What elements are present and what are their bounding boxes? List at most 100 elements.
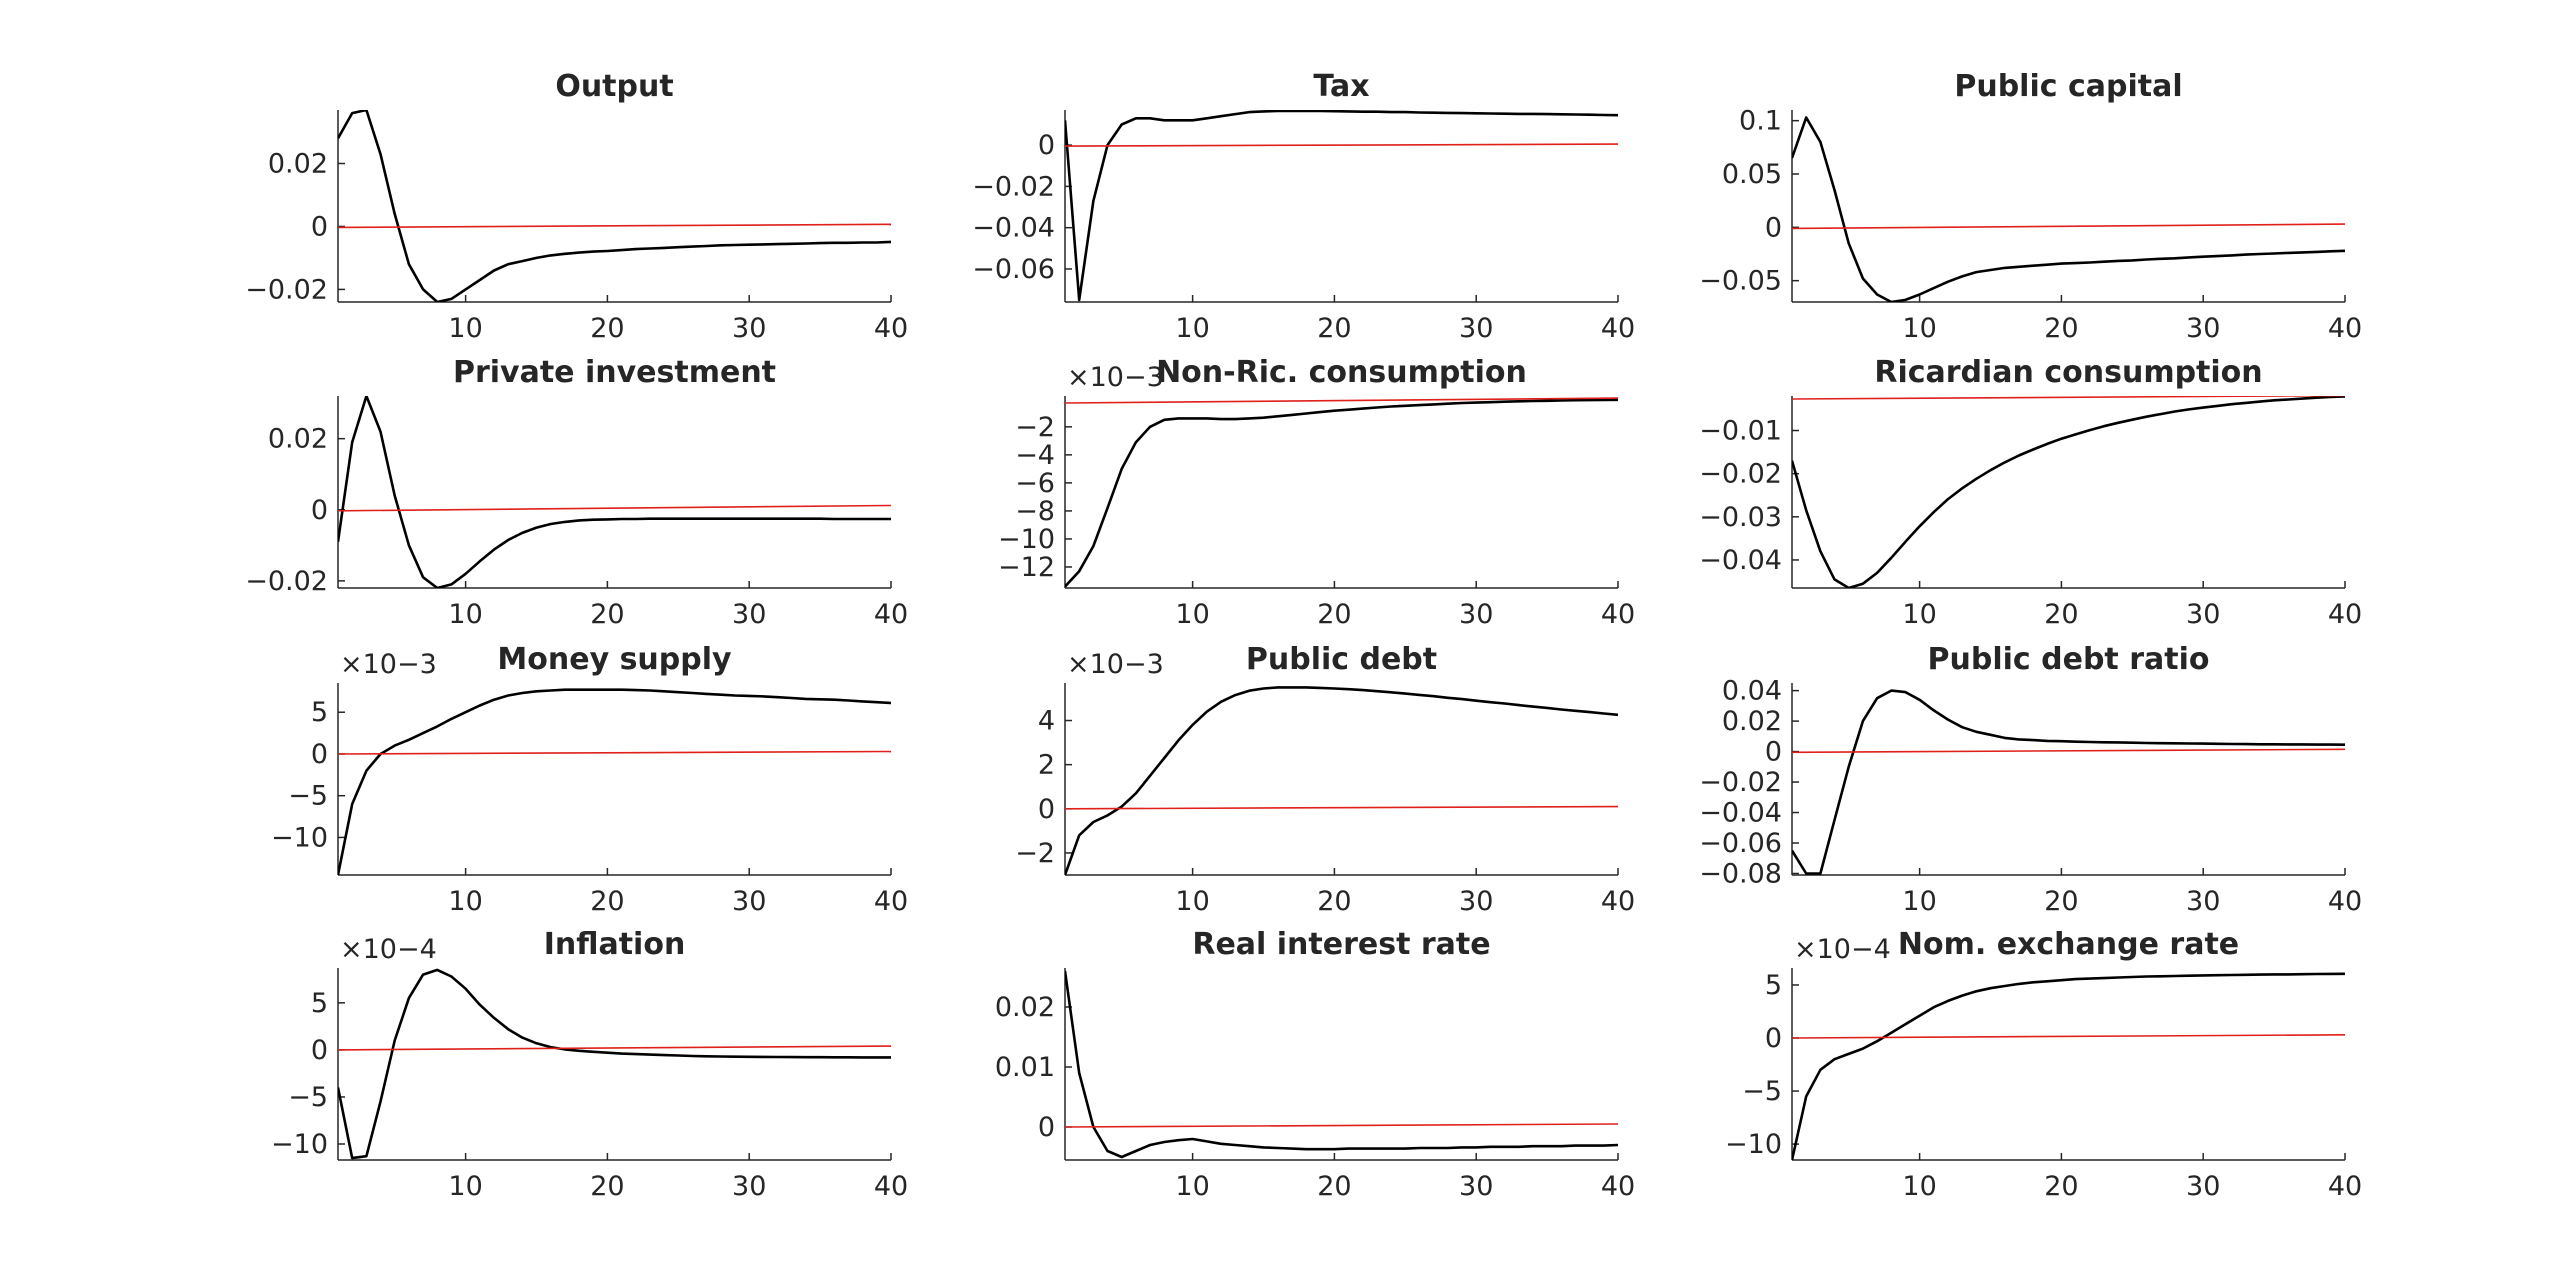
y-tick-label: −5 bbox=[288, 781, 328, 812]
y-tick-label: 0 bbox=[1765, 1023, 1782, 1054]
subplot-real-interest-rate: Real interest rate 10 20 30 40 0 0.01 0.02 bbox=[995, 927, 1635, 1202]
x-tick-label: 10 bbox=[1175, 599, 1209, 630]
y-tick-label: −10 bbox=[271, 1129, 328, 1160]
y-tick-label: −0.04 bbox=[1699, 545, 1782, 576]
x-tick-label: 40 bbox=[1601, 599, 1635, 630]
series-line-response bbox=[1065, 398, 1618, 588]
subplot-nom-exchange-rate: Nom. exchange rate×10−4 10 20 30 40 −10 −5 0 5 bbox=[1725, 927, 2362, 1202]
x-tick-label: 20 bbox=[1317, 886, 1351, 917]
y-tick-label: −0.02 bbox=[972, 171, 1055, 202]
x-tick-label: 10 bbox=[1175, 313, 1209, 344]
y-tick-label: −5 bbox=[288, 1082, 328, 1113]
subplot-private-investment: Private investment 10 20 30 40 −0.02 0 0.02 bbox=[245, 355, 908, 630]
x-tick-label: 30 bbox=[2186, 886, 2220, 917]
y-tick-label: 5 bbox=[311, 988, 328, 1019]
series-line-baseline bbox=[1792, 1034, 2345, 1039]
plot-title: Money supply bbox=[497, 642, 732, 677]
x-tick-label: 20 bbox=[590, 1171, 624, 1202]
x-tick-label: 10 bbox=[1902, 1171, 1936, 1202]
y-tick-label: 2 bbox=[1038, 750, 1055, 781]
x-tick-label: 20 bbox=[590, 599, 624, 630]
x-tick-label: 20 bbox=[2044, 599, 2078, 630]
y-tick-label: −8 bbox=[1015, 496, 1055, 527]
plot-title: Nom. exchange rate bbox=[1898, 927, 2239, 962]
x-tick-label: 20 bbox=[1317, 599, 1351, 630]
series-line-response bbox=[338, 396, 891, 588]
x-tick-label: 30 bbox=[1459, 886, 1493, 917]
y-tick-label: 0 bbox=[311, 495, 328, 526]
x-tick-label: 20 bbox=[1317, 313, 1351, 344]
y-tick-label: −10 bbox=[1725, 1129, 1782, 1160]
plot-title: Tax bbox=[1313, 69, 1369, 104]
plot-title: Inflation bbox=[544, 927, 686, 962]
x-tick-label: 10 bbox=[1902, 886, 1936, 917]
axis-exponent-label: ×10−3 bbox=[340, 649, 437, 680]
x-tick-label: 30 bbox=[2186, 599, 2220, 630]
y-tick-label: −0.06 bbox=[1699, 828, 1782, 859]
x-tick-label: 40 bbox=[874, 313, 908, 344]
y-tick-label: −6 bbox=[1015, 468, 1055, 499]
series-line-response bbox=[338, 688, 891, 875]
axis-exponent-label: ×10−4 bbox=[340, 934, 437, 965]
series-line-response bbox=[1065, 110, 1618, 302]
series-line-baseline bbox=[1792, 396, 2345, 400]
y-tick-label: −0.02 bbox=[1699, 767, 1782, 798]
x-tick-label: 30 bbox=[732, 886, 766, 917]
y-tick-label: −0.04 bbox=[972, 213, 1055, 244]
x-tick-label: 40 bbox=[1601, 313, 1635, 344]
y-tick-label: −0.08 bbox=[1699, 858, 1782, 889]
plot-title: Public capital bbox=[1954, 69, 2182, 104]
series-line-baseline bbox=[338, 504, 891, 512]
y-tick-label: 0 bbox=[311, 739, 328, 770]
subplot-money-supply: Money supply ×10−3 10 20 30 40 −10 −5 0 5 bbox=[271, 642, 908, 917]
x-tick-label: 20 bbox=[2044, 886, 2078, 917]
plot-title: Non-Ric. consumption bbox=[1156, 355, 1527, 390]
x-tick-label: 30 bbox=[732, 1171, 766, 1202]
x-tick-label: 30 bbox=[1459, 313, 1493, 344]
x-tick-label: 30 bbox=[2186, 313, 2220, 344]
plot-title: Output bbox=[555, 69, 673, 104]
x-tick-label: 20 bbox=[1317, 1171, 1351, 1202]
series-line-response bbox=[338, 968, 891, 1160]
x-tick-label: 10 bbox=[1902, 599, 1936, 630]
x-tick-label: 20 bbox=[2044, 1171, 2078, 1202]
y-tick-label: 0.02 bbox=[995, 992, 1055, 1023]
y-tick-label: −0.03 bbox=[1699, 502, 1782, 533]
y-tick-label: 0 bbox=[1038, 794, 1055, 825]
x-tick-label: 40 bbox=[874, 886, 908, 917]
axis-exponent-label: ×10−3 bbox=[1067, 649, 1164, 680]
series-line-response bbox=[1792, 689, 2345, 875]
subplot-output: Output 10 20 30 40 −0.02 0 0.02 bbox=[245, 69, 908, 344]
x-tick-label: 20 bbox=[590, 313, 624, 344]
y-tick-label: 0 bbox=[1038, 1112, 1055, 1143]
series-line-baseline bbox=[338, 1045, 891, 1051]
x-tick-label: 20 bbox=[590, 886, 624, 917]
y-tick-label: 0.02 bbox=[1722, 706, 1782, 737]
y-tick-label: −2 bbox=[1015, 412, 1055, 443]
axis-exponent-label: ×10−4 bbox=[1794, 934, 1891, 965]
subplot-inflation: Inflation ×10−4 10 20 30 40 −10 −5 0 5 bbox=[271, 927, 908, 1202]
x-tick-label: 30 bbox=[2186, 1171, 2220, 1202]
series-line-baseline bbox=[338, 223, 891, 229]
y-tick-label: 0.02 bbox=[268, 149, 328, 180]
series-line-baseline bbox=[1065, 397, 1618, 404]
y-tick-label: −0.06 bbox=[972, 254, 1055, 285]
x-tick-label: 40 bbox=[2328, 599, 2362, 630]
y-tick-label: −12 bbox=[998, 552, 1055, 583]
x-tick-label: 10 bbox=[448, 599, 482, 630]
x-tick-label: 40 bbox=[1601, 886, 1635, 917]
series-line-baseline bbox=[1792, 748, 2345, 754]
y-tick-label: −0.01 bbox=[1699, 416, 1782, 447]
x-tick-label: 40 bbox=[1601, 1171, 1635, 1202]
subplot-public-debt-ratio: Public debt ratio 10 20 30 40 −0.08−0.06−0.04… bbox=[1699, 642, 2362, 917]
series-line-response bbox=[1792, 116, 2345, 302]
subplot-non-ric-consumption: Non-Ric. consumption×10−310 20 30 40−12−10−… bbox=[998, 355, 1635, 630]
x-tick-label: 30 bbox=[1459, 1171, 1493, 1202]
series-line-response bbox=[1792, 396, 2345, 588]
x-tick-label: 10 bbox=[1175, 1171, 1209, 1202]
x-tick-label: 40 bbox=[874, 599, 908, 630]
x-tick-label: 40 bbox=[2328, 1171, 2362, 1202]
y-tick-label: −0.02 bbox=[1699, 459, 1782, 490]
y-tick-label: −4 bbox=[1015, 440, 1055, 471]
